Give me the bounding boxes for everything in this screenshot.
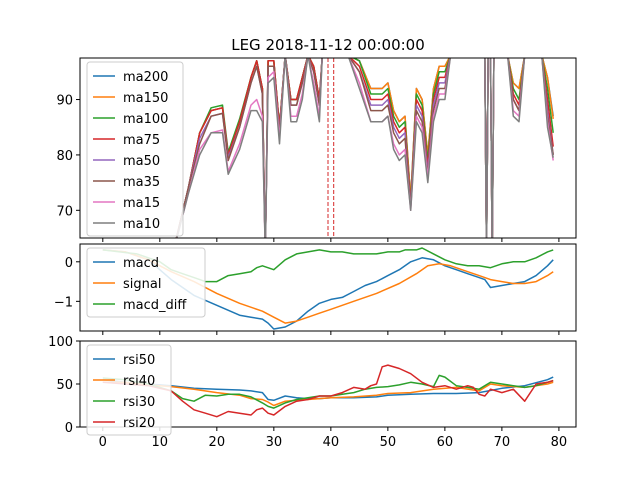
x-tick-label: 80: [551, 435, 568, 450]
legend: rsi50 rsi40 rsi30 rsi20: [86, 344, 172, 436]
x-tick-label: 0: [99, 435, 107, 450]
legend-box: [86, 344, 172, 436]
x-tick-label: 50: [380, 435, 397, 450]
y-tick-label: 80: [56, 149, 73, 164]
panel-0: 70 80 90 ma200 ma150 ma100 ma75 ma50 ma35 ma15 ma1…: [56, 57, 577, 242]
chart-title: LEG 2018-11-12 00:00:00: [231, 36, 425, 54]
series-line-macd_diff: [102, 247, 554, 283]
series-line-signal: [102, 249, 554, 324]
x-tick-label: 70: [494, 435, 511, 450]
legend-label: macd: [123, 256, 159, 271]
axes-frame: [79, 57, 577, 239]
legend-label: rsi50: [123, 353, 155, 368]
y-tick-label: 100: [48, 335, 73, 350]
x-tick-label: 20: [209, 435, 226, 450]
series-line-rsi20: [102, 364, 554, 418]
axes-frame: [79, 243, 577, 332]
legend-box: [86, 61, 184, 237]
legend: ma200 ma150 ma100 ma75 ma50 ma35 ma15 ma10: [86, 61, 184, 237]
legend-label: ma35: [123, 175, 160, 190]
x-tick-label: 10: [152, 435, 169, 450]
legend: macd signal macd_diff: [86, 247, 206, 318]
legend-label: rsi30: [123, 395, 155, 410]
plot-area: [102, 364, 554, 418]
series-line-macd: [102, 249, 554, 330]
legend-label: signal: [123, 277, 161, 292]
legend-box: [86, 247, 206, 318]
y-tick-label: 50: [56, 378, 73, 393]
legend-label: ma15: [123, 196, 160, 211]
legend-label: ma200: [123, 70, 168, 85]
legend-label: ma100: [123, 112, 168, 127]
plot-area: [175, 58, 554, 238]
x-tick-label: 30: [266, 435, 283, 450]
legend-label: ma150: [123, 91, 168, 106]
legend-label: ma50: [123, 154, 160, 169]
legend-label: ma75: [123, 133, 160, 148]
series-line-rsi50: [102, 376, 554, 402]
legend-label: rsi40: [123, 374, 155, 389]
y-tick-label: −1: [54, 295, 73, 310]
y-tick-label: 0: [65, 421, 73, 436]
panel-1: 0 −1 macd signal macd_diff: [54, 243, 577, 335]
y-tick-label: 0: [65, 256, 73, 271]
y-tick-label: 70: [56, 204, 73, 219]
legend-label: ma10: [123, 217, 160, 232]
series-line-ma10: [176, 58, 554, 238]
legend-label: macd_diff: [123, 298, 187, 313]
x-tick-label: 60: [437, 435, 454, 450]
x-tick-label: 40: [323, 435, 340, 450]
series-line-rsi30: [102, 374, 554, 409]
plot-area: [102, 247, 554, 330]
legend-label: rsi20: [123, 416, 155, 431]
y-tick-label: 90: [56, 94, 73, 109]
